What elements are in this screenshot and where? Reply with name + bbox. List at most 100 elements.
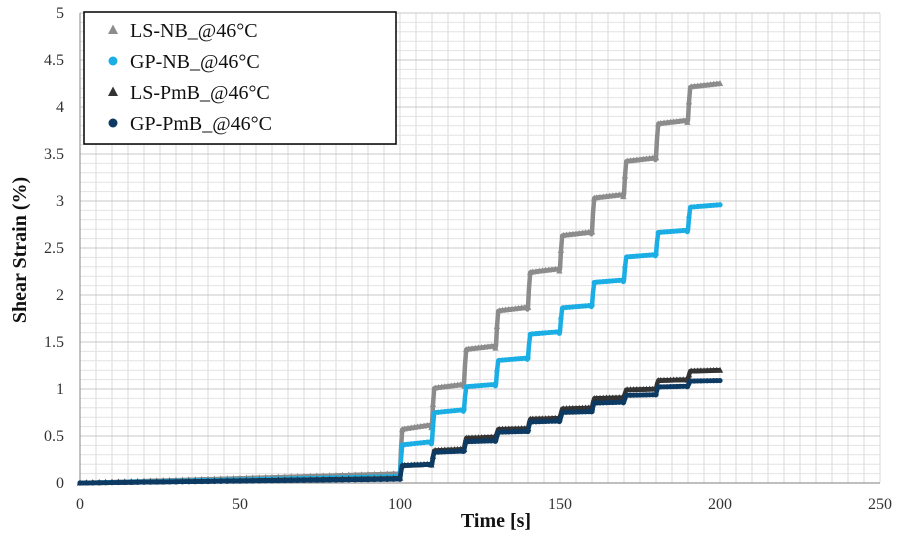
series-group bbox=[76, 80, 724, 486]
data-point bbox=[620, 278, 626, 285]
data-point bbox=[160, 479, 166, 485]
y-axis-title: Shear Strain (%) bbox=[9, 177, 31, 323]
data-point bbox=[620, 193, 627, 200]
data-point bbox=[558, 315, 564, 322]
data-point bbox=[135, 479, 141, 485]
data-point bbox=[282, 477, 288, 484]
data-point bbox=[275, 478, 281, 484]
legend-circle-icon bbox=[108, 118, 118, 128]
data-point bbox=[141, 479, 147, 485]
data-point bbox=[589, 302, 595, 308]
data-point bbox=[307, 477, 313, 483]
data-point bbox=[320, 477, 326, 483]
data-point bbox=[492, 383, 498, 389]
tick-labels: 0 50 100 150 200 250 0 0.5 1 1.5 2 2.5 3 3.5 4 4.5 5 bbox=[44, 5, 892, 513]
data-point bbox=[429, 401, 437, 408]
data-point bbox=[109, 480, 115, 486]
data-point bbox=[524, 303, 532, 310]
data-point bbox=[243, 478, 249, 484]
data-point bbox=[115, 479, 121, 486]
data-point bbox=[685, 371, 693, 378]
data-point bbox=[301, 477, 307, 483]
legend-label: GP-PmB_@46°C bbox=[130, 113, 272, 135]
data-point bbox=[179, 479, 185, 485]
legend-triangle-icon bbox=[108, 86, 118, 96]
data-point bbox=[558, 413, 564, 419]
y-tick-label: 1.5 bbox=[44, 334, 64, 351]
data-point bbox=[493, 322, 501, 329]
data-point bbox=[186, 479, 192, 485]
data-point bbox=[620, 400, 626, 406]
data-point bbox=[686, 214, 692, 221]
data-point bbox=[224, 478, 230, 484]
data-point bbox=[154, 479, 160, 485]
data-point bbox=[556, 330, 562, 336]
data-point bbox=[384, 476, 390, 482]
legend-entry: LS-NB_@46°C bbox=[108, 20, 258, 42]
x-tick-label: 200 bbox=[708, 496, 732, 513]
data-point bbox=[371, 476, 377, 483]
legend-entry: GP-PmB_@46°C bbox=[108, 113, 272, 135]
data-point bbox=[327, 477, 333, 483]
data-point bbox=[231, 478, 237, 484]
data-point bbox=[218, 478, 224, 484]
data-point bbox=[556, 267, 563, 274]
y-tick-label: 3.5 bbox=[44, 146, 64, 163]
data-point bbox=[430, 423, 436, 429]
data-point bbox=[237, 478, 243, 484]
data-point bbox=[122, 479, 128, 486]
data-point bbox=[391, 476, 397, 482]
data-point bbox=[103, 480, 109, 486]
data-point bbox=[494, 433, 500, 439]
data-point bbox=[684, 229, 690, 235]
legend-label: GP-NB_@46°C bbox=[130, 51, 260, 73]
x-tick-label: 150 bbox=[548, 496, 572, 513]
data-point bbox=[428, 462, 434, 468]
data-point bbox=[525, 428, 531, 434]
data-point bbox=[263, 478, 269, 484]
legend-circle-icon bbox=[108, 56, 118, 66]
data-point bbox=[167, 479, 173, 485]
legend: LS-NB_@46°C GP-NB_@46°C LS-PmB_@46°C GP-PmB… bbox=[83, 11, 397, 145]
data-point bbox=[199, 478, 205, 485]
data-point bbox=[359, 477, 365, 483]
data-point bbox=[717, 202, 723, 208]
data-point bbox=[256, 478, 262, 484]
data-point bbox=[492, 344, 499, 351]
data-point bbox=[685, 98, 693, 105]
data-point bbox=[397, 476, 403, 482]
data-point bbox=[652, 154, 660, 161]
x-tick-label: 50 bbox=[232, 496, 248, 513]
data-point bbox=[339, 477, 345, 483]
legend-label: LS-NB_@46°C bbox=[130, 20, 258, 42]
legend-entry: GP-NB_@46°C bbox=[108, 51, 260, 73]
y-tick-label: 2.5 bbox=[44, 240, 64, 257]
data-point bbox=[492, 438, 498, 444]
data-point bbox=[333, 477, 339, 483]
data-point bbox=[556, 418, 562, 425]
data-point bbox=[96, 480, 102, 486]
data-point bbox=[622, 264, 628, 270]
y-tick-label: 0 bbox=[56, 475, 64, 492]
legend-triangle-icon bbox=[108, 24, 118, 34]
data-point bbox=[211, 478, 217, 485]
data-point bbox=[653, 251, 659, 258]
x-tick-label: 0 bbox=[76, 496, 84, 513]
data-point bbox=[173, 479, 179, 485]
data-point bbox=[314, 477, 320, 483]
data-point bbox=[717, 377, 723, 384]
data-point bbox=[428, 441, 434, 447]
data-point bbox=[557, 246, 565, 253]
data-point bbox=[684, 118, 691, 125]
data-point bbox=[295, 477, 301, 484]
x-tick-label: 100 bbox=[388, 496, 412, 513]
data-point bbox=[494, 368, 500, 374]
data-point bbox=[430, 455, 436, 461]
data-point bbox=[352, 477, 358, 483]
x-axis-title: Time [s] bbox=[461, 510, 531, 532]
data-point bbox=[653, 392, 659, 398]
data-point bbox=[461, 448, 467, 454]
y-tick-label: 5 bbox=[56, 5, 64, 22]
legend-entry: LS-PmB_@46°C bbox=[108, 82, 270, 104]
